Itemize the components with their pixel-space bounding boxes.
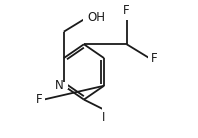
FancyBboxPatch shape — [40, 96, 45, 103]
Text: I: I — [102, 111, 106, 124]
Text: F: F — [123, 4, 130, 17]
FancyBboxPatch shape — [124, 13, 130, 20]
FancyBboxPatch shape — [83, 14, 92, 21]
Text: N: N — [55, 79, 64, 92]
Text: F: F — [150, 52, 157, 65]
FancyBboxPatch shape — [148, 55, 153, 62]
Text: OH: OH — [88, 11, 106, 24]
FancyBboxPatch shape — [60, 82, 68, 89]
FancyBboxPatch shape — [102, 107, 106, 115]
Text: F: F — [36, 93, 42, 106]
